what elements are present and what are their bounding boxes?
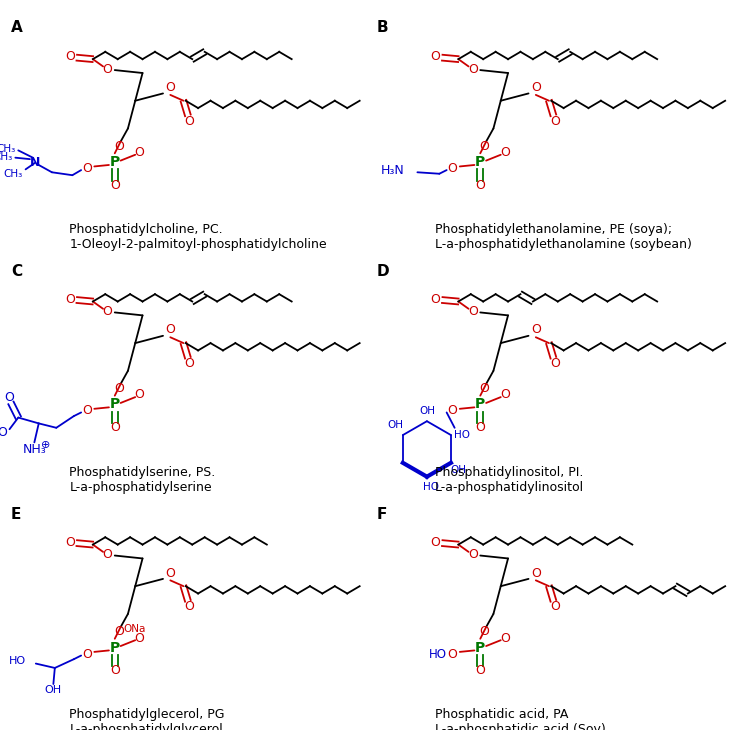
Text: O: O <box>480 139 490 153</box>
Text: O: O <box>468 305 478 318</box>
Text: A: A <box>11 20 23 36</box>
Text: HO: HO <box>454 430 470 440</box>
Text: O: O <box>475 664 485 677</box>
Text: O: O <box>65 293 75 306</box>
Text: O: O <box>500 146 510 159</box>
Text: O: O <box>114 625 124 638</box>
Text: O: O <box>82 404 92 418</box>
Text: O: O <box>531 323 541 337</box>
Text: O: O <box>500 388 510 402</box>
Text: ⊕: ⊕ <box>42 440 50 450</box>
Text: O: O <box>82 648 92 661</box>
Text: O: O <box>65 50 75 64</box>
Text: P: P <box>110 640 120 655</box>
Text: N: N <box>30 156 40 169</box>
Text: Phosphatidylinositol, PI.
L-a-phosphatidylinositol: Phosphatidylinositol, PI. L-a-phosphatid… <box>435 466 584 493</box>
Text: P: P <box>475 155 485 169</box>
Text: P: P <box>110 155 120 169</box>
Text: O: O <box>165 323 175 337</box>
Text: O: O <box>475 421 485 434</box>
Text: D: D <box>376 264 389 280</box>
Text: O: O <box>110 421 120 434</box>
Text: Phosphatidylethanolamine, PE (soya);
L-a-phosphatidylethanolamine (soybean): Phosphatidylethanolamine, PE (soya); L-a… <box>435 223 692 250</box>
Text: Phosphatidic acid, PA
L-a-phosphatidic acid (Soy): Phosphatidic acid, PA L-a-phosphatidic a… <box>435 708 606 730</box>
Text: O: O <box>475 179 485 192</box>
Text: HO: HO <box>423 482 439 492</box>
Text: O: O <box>468 548 478 561</box>
Text: O: O <box>135 146 145 159</box>
Text: O: O <box>102 63 113 76</box>
Text: O: O <box>184 357 194 370</box>
Text: ONa: ONa <box>124 624 146 634</box>
Text: O: O <box>531 566 541 580</box>
Text: O: O <box>114 382 124 395</box>
Text: O: O <box>184 600 194 613</box>
Text: OH: OH <box>387 420 404 430</box>
Text: O: O <box>468 63 478 76</box>
Text: OH: OH <box>45 685 62 695</box>
Text: CH₃: CH₃ <box>0 144 15 154</box>
Text: O: O <box>447 162 458 175</box>
Text: O: O <box>82 162 92 175</box>
Text: O: O <box>65 536 75 549</box>
Text: CH₃: CH₃ <box>4 169 23 179</box>
Text: O: O <box>531 81 541 94</box>
Text: O: O <box>135 388 145 402</box>
Text: O: O <box>165 81 175 94</box>
Text: O: O <box>550 600 560 613</box>
Text: H₃N: H₃N <box>381 164 404 177</box>
Text: F: F <box>376 507 387 523</box>
Text: E: E <box>11 507 21 523</box>
Text: O: O <box>550 115 560 128</box>
Text: P: P <box>475 397 485 412</box>
Text: O: O <box>114 139 124 153</box>
Text: O: O <box>500 631 510 645</box>
Text: Phosphatidylserine, PS.
L-a-phosphatidylserine: Phosphatidylserine, PS. L-a-phosphatidyl… <box>69 466 216 493</box>
Text: O: O <box>135 631 145 645</box>
Text: O: O <box>431 536 441 549</box>
Text: CH₃: CH₃ <box>0 152 12 162</box>
Text: O: O <box>110 664 120 677</box>
Text: Phosphatidylglecerol, PG
L-a-phosphatidylglycerol: Phosphatidylglecerol, PG L-a-phosphatidy… <box>69 708 225 730</box>
Text: O: O <box>480 625 490 638</box>
Text: O: O <box>480 382 490 395</box>
Text: O: O <box>431 293 441 306</box>
Text: B: B <box>376 20 388 36</box>
Text: O: O <box>447 404 458 418</box>
Text: OH: OH <box>419 406 435 416</box>
Text: O: O <box>102 305 113 318</box>
Text: Phosphatidylcholine, PC.
1-Oleoyl-2-palmitoyl-phosphatidylcholine: Phosphatidylcholine, PC. 1-Oleoyl-2-palm… <box>69 223 327 250</box>
Text: O: O <box>0 426 7 439</box>
Text: HO: HO <box>428 648 447 661</box>
Text: O: O <box>165 566 175 580</box>
Text: O: O <box>447 648 458 661</box>
Text: O: O <box>4 391 15 404</box>
Text: HO: HO <box>9 656 26 666</box>
Text: O: O <box>102 548 113 561</box>
Text: O: O <box>110 179 120 192</box>
Text: O: O <box>431 50 441 64</box>
Text: P: P <box>110 397 120 412</box>
Text: O: O <box>550 357 560 370</box>
Text: OH: OH <box>450 465 466 475</box>
Text: O: O <box>184 115 194 128</box>
Text: C: C <box>11 264 22 280</box>
Text: NH₃: NH₃ <box>23 443 46 456</box>
Text: P: P <box>475 640 485 655</box>
